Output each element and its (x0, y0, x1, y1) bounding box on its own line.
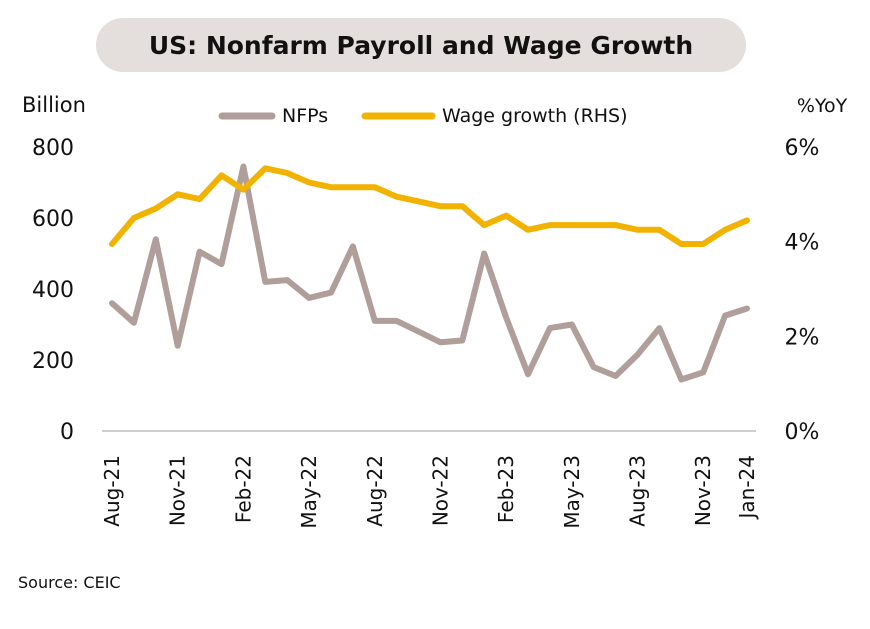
x-tick-label: Nov-21 (166, 455, 190, 526)
data-point-nfps (374, 320, 376, 322)
left-axis-unit-label: Billion (22, 93, 86, 117)
data-point-nfps (220, 263, 222, 265)
data-point-wage-growth-rhs (199, 198, 201, 200)
data-point-nfps (133, 322, 135, 324)
data-point-nfps (330, 292, 332, 294)
series-line-wage-growth-rhs (109, 165, 750, 247)
data-point-wage-growth-rhs (461, 205, 463, 207)
data-point-wage-growth-rhs (242, 189, 244, 191)
legend: NFPs Wage growth (RHS) (218, 105, 628, 127)
data-point-wage-growth-rhs (352, 186, 354, 188)
data-point-nfps (418, 331, 420, 333)
data-point-wage-growth-rhs (483, 224, 485, 226)
x-tick-label: Nov-22 (428, 455, 452, 526)
right-tick-label: 0% (785, 420, 820, 445)
data-point-nfps (680, 379, 682, 381)
data-point-nfps (571, 324, 573, 325)
data-point-wage-growth-rhs (746, 219, 748, 221)
data-point-nfps (242, 166, 244, 168)
series-line-nfps (109, 163, 750, 383)
data-point-wage-growth-rhs (220, 174, 222, 176)
data-point-wage-growth-rhs (330, 186, 332, 188)
x-tick-label: May-22 (297, 455, 321, 529)
data-point-nfps (637, 354, 639, 356)
x-axis-ticks: Aug-21 Nov-21 Feb-22 May-22 Aug-22 Nov-22 Feb-… (100, 455, 759, 529)
left-tick-label: 0 (60, 420, 74, 445)
data-point-nfps (549, 327, 551, 329)
x-tick-label: Nov-23 (691, 455, 715, 526)
data-point-wage-growth-rhs (615, 224, 617, 226)
data-point-nfps (439, 341, 441, 343)
left-axis-ticks: 0 200 400 600 800 (32, 136, 74, 445)
data-point-wage-growth-rhs (680, 243, 682, 245)
data-point-wage-growth-rhs (286, 172, 288, 174)
data-point-nfps (505, 316, 507, 318)
data-point-wage-growth-rhs (724, 229, 726, 231)
data-point-nfps (111, 302, 113, 304)
data-point-wage-growth-rhs (177, 193, 179, 195)
right-tick-label: 2% (785, 325, 820, 350)
data-point-wage-growth-rhs (702, 243, 704, 245)
data-point-wage-growth-rhs (418, 200, 420, 202)
data-point-nfps (702, 371, 704, 373)
data-point-nfps (724, 315, 726, 317)
data-point-nfps (396, 320, 398, 322)
data-point-nfps (615, 375, 617, 377)
data-point-nfps (461, 339, 463, 341)
left-tick-label: 400 (32, 278, 74, 303)
left-tick-label: 200 (32, 349, 74, 374)
data-point-wage-growth-rhs (374, 186, 376, 188)
data-point-wage-growth-rhs (593, 224, 595, 226)
data-point-nfps (746, 308, 748, 310)
right-axis-unit-label: %YoY (797, 95, 848, 117)
right-tick-label: 6% (785, 136, 820, 161)
chart-title-banner: US: Nonfarm Payroll and Wage Growth (96, 18, 746, 72)
x-tick-label: Jan-24 (735, 455, 759, 521)
x-tick-label: Aug-23 (626, 455, 650, 527)
data-point-wage-growth-rhs (133, 217, 135, 219)
x-tick-label: Feb-23 (494, 455, 518, 523)
data-point-nfps (658, 327, 660, 329)
data-point-wage-growth-rhs (308, 182, 310, 183)
data-point-wage-growth-rhs (505, 215, 507, 217)
data-point-wage-growth-rhs (264, 167, 266, 169)
data-point-nfps (352, 245, 354, 247)
data-point-nfps (286, 279, 288, 281)
data-point-wage-growth-rhs (111, 243, 113, 245)
data-point-wage-growth-rhs (396, 196, 398, 198)
legend-label-nfps: NFPs (282, 105, 328, 127)
data-point-wage-growth-rhs (549, 224, 551, 226)
right-axis-ticks: 0% 2% 4% 6% (785, 136, 820, 445)
left-tick-label: 600 (32, 207, 74, 232)
x-tick-label: Aug-21 (100, 455, 124, 527)
data-point-nfps (593, 366, 595, 368)
data-point-nfps (177, 345, 179, 347)
series-layer (109, 163, 750, 383)
source-note: Source: CEIC (18, 573, 121, 592)
chart-title: US: Nonfarm Payroll and Wage Growth (148, 30, 694, 60)
data-point-nfps (155, 238, 157, 240)
legend-label-wage-growth: Wage growth (RHS) (442, 105, 628, 127)
data-point-nfps (483, 253, 485, 254)
data-point-wage-growth-rhs (527, 229, 529, 231)
data-point-nfps (264, 281, 266, 283)
x-tick-label: May-23 (560, 455, 584, 529)
data-point-nfps (527, 373, 529, 375)
data-point-wage-growth-rhs (658, 229, 660, 231)
right-tick-label: 4% (785, 231, 820, 256)
data-point-nfps (308, 297, 310, 299)
data-point-wage-growth-rhs (637, 229, 639, 231)
left-tick-label: 800 (32, 136, 74, 161)
data-point-nfps (199, 251, 201, 253)
data-point-wage-growth-rhs (439, 205, 441, 207)
data-point-wage-growth-rhs (155, 208, 157, 210)
x-tick-label: Aug-22 (363, 455, 387, 527)
data-point-wage-growth-rhs (571, 224, 573, 226)
x-tick-label: Feb-22 (231, 455, 255, 523)
